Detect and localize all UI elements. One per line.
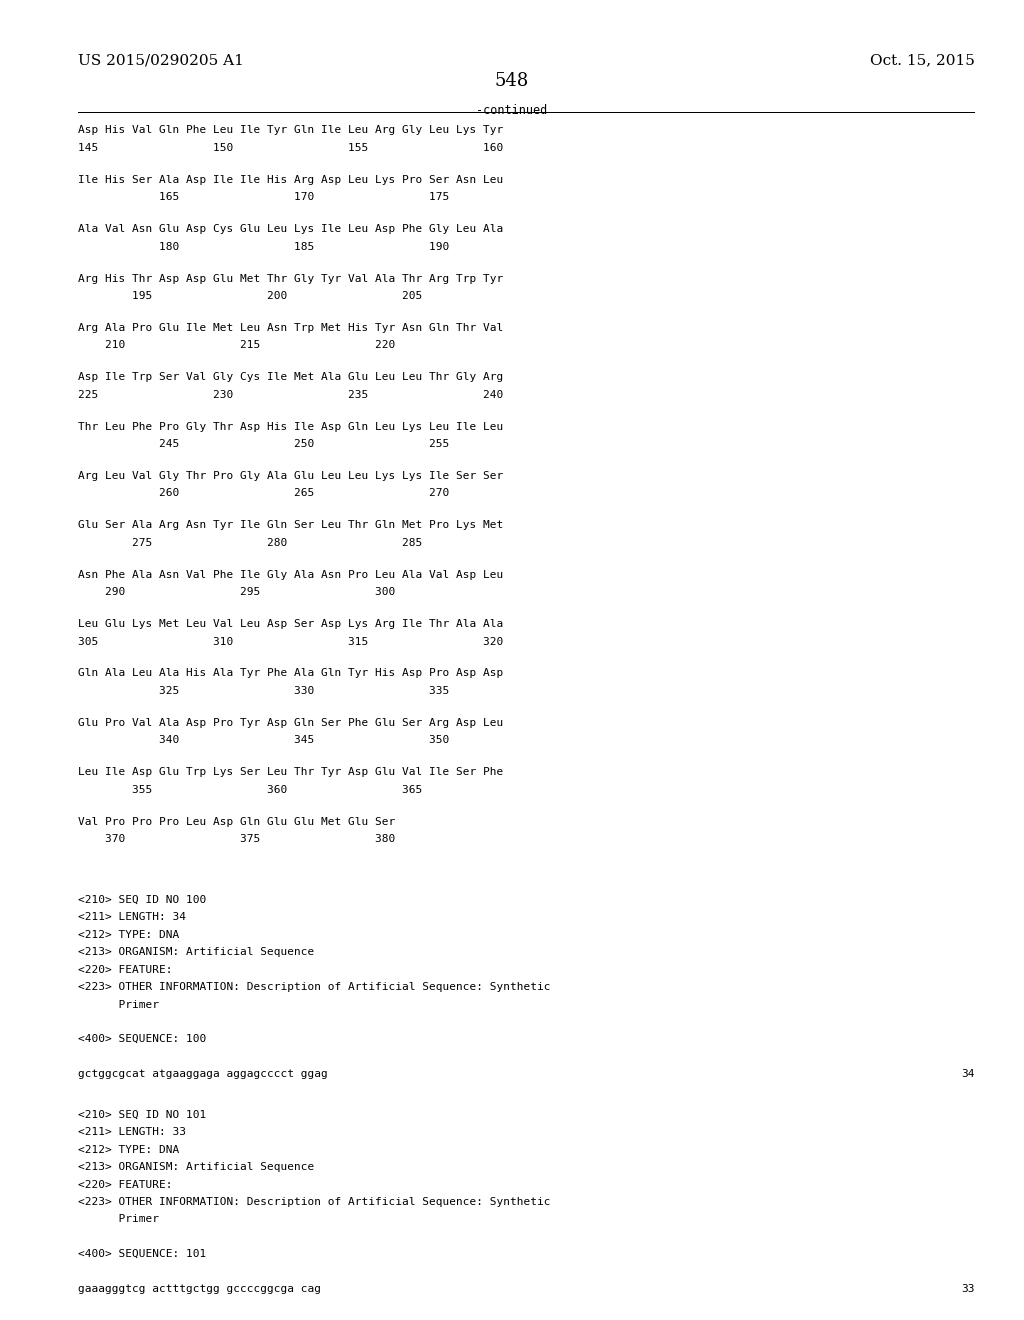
Text: 275                 280                 285: 275 280 285	[78, 537, 422, 548]
Text: gaaagggtcg actttgctgg gccccggcga cag: gaaagggtcg actttgctgg gccccggcga cag	[78, 1283, 321, 1294]
Text: Asp Ile Trp Ser Val Gly Cys Ile Met Ala Glu Leu Leu Thr Gly Arg: Asp Ile Trp Ser Val Gly Cys Ile Met Ala …	[78, 372, 503, 383]
Text: Primer: Primer	[78, 999, 159, 1010]
Text: 548: 548	[495, 71, 529, 90]
Text: <213> ORGANISM: Artificial Sequence: <213> ORGANISM: Artificial Sequence	[78, 1162, 314, 1172]
Text: <210> SEQ ID NO 101: <210> SEQ ID NO 101	[78, 1110, 206, 1119]
Text: 370                 375                 380: 370 375 380	[78, 834, 395, 843]
Text: 260                 265                 270: 260 265 270	[78, 488, 450, 499]
Text: 165                 170                 175: 165 170 175	[78, 193, 450, 202]
Text: <220> FEATURE:: <220> FEATURE:	[78, 1180, 172, 1189]
Text: <223> OTHER INFORMATION: Description of Artificial Sequence: Synthetic: <223> OTHER INFORMATION: Description of …	[78, 982, 550, 993]
Text: Gln Ala Leu Ala His Ala Tyr Phe Ala Gln Tyr His Asp Pro Asp Asp: Gln Ala Leu Ala His Ala Tyr Phe Ala Gln …	[78, 668, 503, 678]
Text: 290                 295                 300: 290 295 300	[78, 587, 395, 597]
Text: <400> SEQUENCE: 101: <400> SEQUENCE: 101	[78, 1249, 206, 1259]
Text: -continued: -continued	[476, 104, 548, 116]
Text: <223> OTHER INFORMATION: Description of Artificial Sequence: Synthetic: <223> OTHER INFORMATION: Description of …	[78, 1197, 550, 1206]
Text: <400> SEQUENCE: 100: <400> SEQUENCE: 100	[78, 1034, 206, 1044]
Text: US 2015/0290205 A1: US 2015/0290205 A1	[78, 53, 244, 67]
Text: 305                 310                 315                 320: 305 310 315 320	[78, 636, 503, 647]
Text: gctggcgcat atgaaggaga aggagcccct ggag: gctggcgcat atgaaggaga aggagcccct ggag	[78, 1069, 328, 1078]
Text: 145                 150                 155                 160: 145 150 155 160	[78, 143, 503, 153]
Text: <220> FEATURE:: <220> FEATURE:	[78, 965, 172, 974]
Text: 245                 250                 255: 245 250 255	[78, 440, 450, 449]
Text: <211> LENGTH: 34: <211> LENGTH: 34	[78, 912, 185, 923]
Text: Leu Glu Lys Met Leu Val Leu Asp Ser Asp Lys Arg Ile Thr Ala Ala: Leu Glu Lys Met Leu Val Leu Asp Ser Asp …	[78, 619, 503, 630]
Text: 210                 215                 220: 210 215 220	[78, 341, 395, 350]
Text: Arg Leu Val Gly Thr Pro Gly Ala Glu Leu Leu Lys Lys Ile Ser Ser: Arg Leu Val Gly Thr Pro Gly Ala Glu Leu …	[78, 471, 503, 480]
Text: Arg Ala Pro Glu Ile Met Leu Asn Trp Met His Tyr Asn Gln Thr Val: Arg Ala Pro Glu Ile Met Leu Asn Trp Met …	[78, 323, 503, 333]
Text: Asn Phe Ala Asn Val Phe Ile Gly Ala Asn Pro Leu Ala Val Asp Leu: Asn Phe Ala Asn Val Phe Ile Gly Ala Asn …	[78, 570, 503, 579]
Text: <212> TYPE: DNA: <212> TYPE: DNA	[78, 1144, 179, 1155]
Text: Oct. 15, 2015: Oct. 15, 2015	[870, 53, 975, 67]
Text: 340                 345                 350: 340 345 350	[78, 735, 450, 746]
Text: 225                 230                 235                 240: 225 230 235 240	[78, 389, 503, 400]
Text: <213> ORGANISM: Artificial Sequence: <213> ORGANISM: Artificial Sequence	[78, 948, 314, 957]
Text: Ile His Ser Ala Asp Ile Ile His Arg Asp Leu Lys Pro Ser Asn Leu: Ile His Ser Ala Asp Ile Ile His Arg Asp …	[78, 174, 503, 185]
Text: 195                 200                 205: 195 200 205	[78, 290, 422, 301]
Text: Ala Val Asn Glu Asp Cys Glu Leu Lys Ile Leu Asp Phe Gly Leu Ala: Ala Val Asn Glu Asp Cys Glu Leu Lys Ile …	[78, 224, 503, 234]
Text: 325                 330                 335: 325 330 335	[78, 686, 450, 696]
Text: 355                 360                 365: 355 360 365	[78, 784, 422, 795]
Text: <212> TYPE: DNA: <212> TYPE: DNA	[78, 929, 179, 940]
Text: Val Pro Pro Pro Leu Asp Gln Glu Glu Met Glu Ser: Val Pro Pro Pro Leu Asp Gln Glu Glu Met …	[78, 817, 395, 826]
Text: 180                 185                 190: 180 185 190	[78, 242, 450, 252]
Text: Glu Pro Val Ala Asp Pro Tyr Asp Gln Ser Phe Glu Ser Arg Asp Leu: Glu Pro Val Ala Asp Pro Tyr Asp Gln Ser …	[78, 718, 503, 727]
Text: Leu Ile Asp Glu Trp Lys Ser Leu Thr Tyr Asp Glu Val Ile Ser Phe: Leu Ile Asp Glu Trp Lys Ser Leu Thr Tyr …	[78, 767, 503, 777]
Text: Glu Ser Ala Arg Asn Tyr Ile Gln Ser Leu Thr Gln Met Pro Lys Met: Glu Ser Ala Arg Asn Tyr Ile Gln Ser Leu …	[78, 520, 503, 531]
Text: 34: 34	[962, 1069, 975, 1078]
Text: Asp His Val Gln Phe Leu Ile Tyr Gln Ile Leu Arg Gly Leu Lys Tyr: Asp His Val Gln Phe Leu Ile Tyr Gln Ile …	[78, 125, 503, 136]
Text: 33: 33	[962, 1283, 975, 1294]
Text: Primer: Primer	[78, 1214, 159, 1225]
Text: Arg His Thr Asp Asp Glu Met Thr Gly Tyr Val Ala Thr Arg Trp Tyr: Arg His Thr Asp Asp Glu Met Thr Gly Tyr …	[78, 273, 503, 284]
Text: <210> SEQ ID NO 100: <210> SEQ ID NO 100	[78, 895, 206, 906]
Text: Thr Leu Phe Pro Gly Thr Asp His Ile Asp Gln Leu Lys Leu Ile Leu: Thr Leu Phe Pro Gly Thr Asp His Ile Asp …	[78, 421, 503, 432]
Text: <211> LENGTH: 33: <211> LENGTH: 33	[78, 1127, 185, 1138]
